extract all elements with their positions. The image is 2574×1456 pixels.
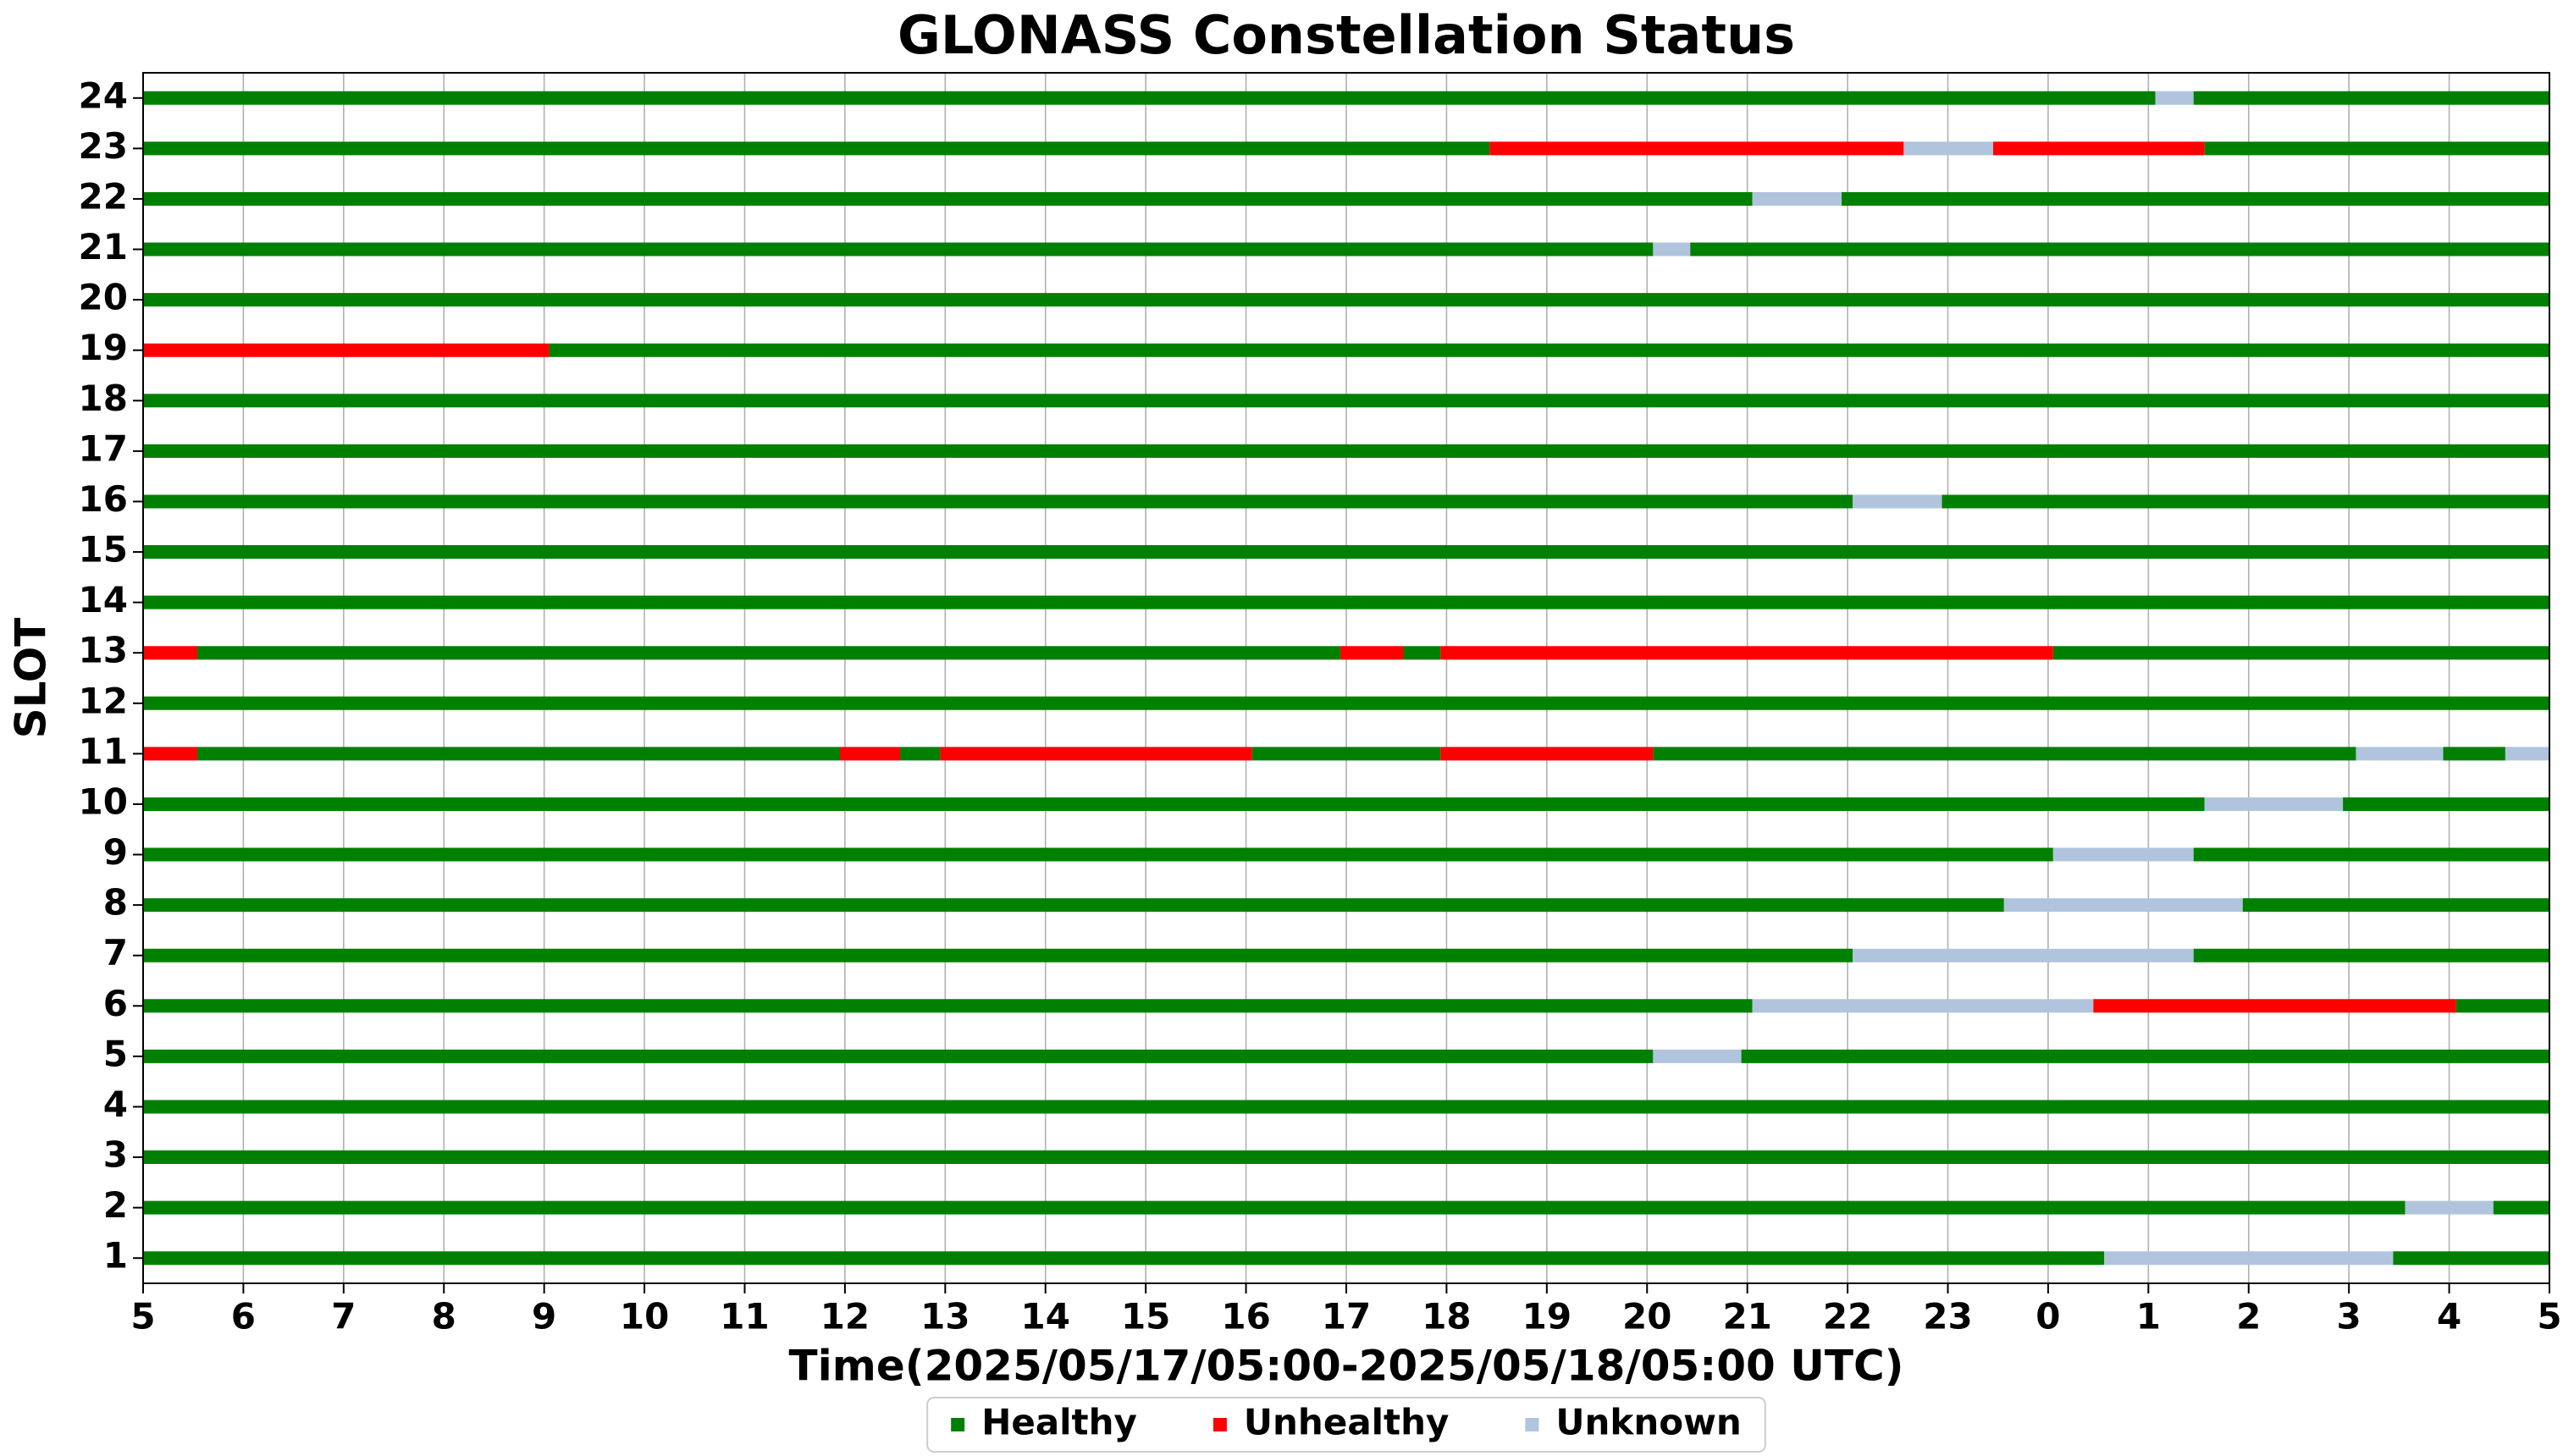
x-tick-label: 20 <box>1622 1296 1671 1337</box>
y-tick-label: 19 <box>79 327 128 368</box>
y-tick-label: 3 <box>103 1134 128 1176</box>
y-tick-label: 8 <box>103 882 128 924</box>
x-tick-label: 17 <box>1322 1296 1371 1337</box>
plot-frame <box>142 72 2550 1284</box>
x-tick-label: 5 <box>2537 1296 2561 1337</box>
y-tick-label: 5 <box>103 1033 128 1074</box>
y-tick-label: 1 <box>103 1235 128 1277</box>
x-tick-label: 4 <box>2437 1296 2461 1337</box>
y-tick-label: 4 <box>103 1084 128 1125</box>
x-tick-label: 1 <box>2136 1296 2161 1337</box>
y-tick-label: 20 <box>79 277 128 318</box>
x-tick-label: 15 <box>1121 1296 1170 1337</box>
x-tick-label: 16 <box>1221 1296 1270 1337</box>
y-tick-label: 7 <box>103 932 128 973</box>
y-tick-label: 16 <box>79 478 128 520</box>
x-tick-label: 9 <box>532 1296 556 1337</box>
chart-title: GLONASS Constellation Status <box>898 4 1795 66</box>
y-tick-label: 17 <box>79 427 128 469</box>
y-tick-label: 22 <box>79 175 128 217</box>
x-tick-label: 0 <box>2035 1296 2060 1337</box>
y-tick-label: 10 <box>79 780 128 822</box>
y-tick-label: 11 <box>79 731 128 772</box>
x-tick-label: 6 <box>231 1296 256 1337</box>
y-axis-label: SLOT <box>7 618 56 739</box>
y-tick-label: 24 <box>79 74 128 116</box>
y-tick-label: 14 <box>79 579 128 620</box>
y-tick-label: 18 <box>79 378 128 419</box>
x-axis-label: Time(2025/05/17/05:00-2025/05/18/05:00 U… <box>788 1342 1903 1391</box>
x-tick-label: 12 <box>820 1296 870 1337</box>
y-tick-label: 2 <box>103 1184 128 1226</box>
legend-label: Unknown <box>1555 1402 1741 1443</box>
x-tick-label: 19 <box>1522 1296 1571 1337</box>
y-tick-label: 12 <box>79 680 128 721</box>
x-tick-label: 18 <box>1422 1296 1471 1337</box>
legend: Healthy Unhealthy Unknown <box>926 1397 1766 1453</box>
y-tick-label: 23 <box>79 125 128 167</box>
y-tick-label: 21 <box>79 226 128 267</box>
legend-marker <box>951 1418 965 1431</box>
x-tick-label: 7 <box>331 1296 356 1337</box>
x-tick-label: 10 <box>620 1296 669 1337</box>
legend-box <box>926 1397 1766 1453</box>
legend-marker <box>1525 1418 1539 1431</box>
x-tick-label: 22 <box>1823 1296 1872 1337</box>
x-tick-label: 13 <box>920 1296 969 1337</box>
y-tick-label: 13 <box>79 630 128 671</box>
x-tick-label: 5 <box>130 1296 155 1337</box>
x-tick-label: 2 <box>2236 1296 2261 1337</box>
legend-label: Healthy <box>981 1402 1137 1443</box>
y-tick-label: 15 <box>79 529 128 571</box>
x-tick-label: 8 <box>432 1296 456 1337</box>
x-tick-label: 21 <box>1722 1296 1771 1337</box>
x-tick-label: 14 <box>1021 1296 1070 1337</box>
x-tick-label: 3 <box>2337 1296 2361 1337</box>
legend-marker <box>1212 1418 1227 1431</box>
y-tick-label: 6 <box>103 983 128 1024</box>
x-tick-label: 23 <box>1923 1296 1972 1337</box>
x-tick-label: 11 <box>720 1296 769 1337</box>
y-tick-label: 9 <box>103 831 128 873</box>
legend-label: Unhealthy <box>1244 1402 1449 1443</box>
